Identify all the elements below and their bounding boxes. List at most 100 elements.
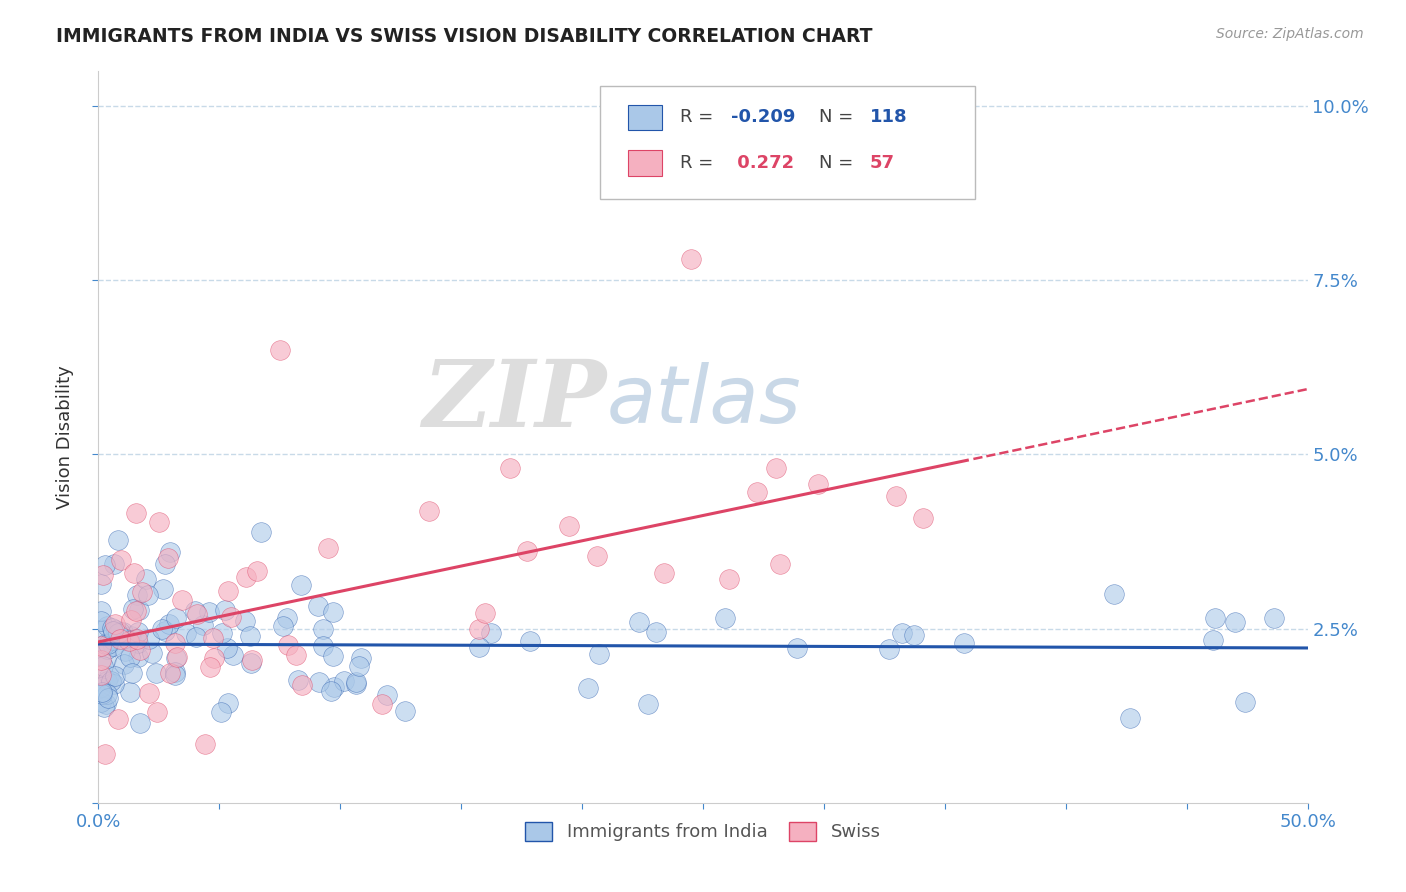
Text: R =: R = [681, 153, 718, 172]
Point [371, 698, 394, 712]
Point [110, 553, 132, 567]
Point [479, 626, 502, 640]
Point [322, 605, 344, 619]
Point [186, 607, 208, 621]
Point [118, 685, 141, 699]
Point [165, 636, 187, 650]
Point [291, 678, 314, 692]
Point [222, 648, 245, 662]
Point [276, 611, 298, 625]
Point [209, 705, 232, 719]
Point [233, 614, 256, 628]
Point [103, 677, 125, 691]
Point [246, 565, 269, 579]
Point [157, 617, 180, 632]
Text: Source: ZipAtlas.com: Source: ZipAtlas.com [1216, 27, 1364, 41]
Point [94, 652, 117, 666]
Text: -0.209: -0.209 [731, 109, 796, 127]
Point [108, 632, 131, 646]
Point [159, 665, 181, 680]
Point [214, 603, 236, 617]
Point [138, 686, 160, 700]
Point [157, 550, 180, 565]
Point [316, 541, 339, 556]
Point [90, 604, 112, 618]
Point [131, 585, 153, 599]
Point [745, 485, 768, 500]
Point [714, 610, 737, 624]
Point [128, 603, 150, 617]
Point [890, 626, 912, 640]
Point [125, 506, 148, 520]
Point [125, 604, 148, 618]
Point [127, 636, 149, 650]
Point [1204, 611, 1226, 625]
Point [375, 689, 398, 703]
Point [1263, 610, 1285, 624]
Point [322, 681, 344, 695]
Point [1201, 633, 1223, 648]
Point [1234, 695, 1257, 709]
Point [319, 684, 342, 698]
Point [165, 665, 187, 680]
Point [90, 680, 112, 694]
Point [127, 589, 149, 603]
Point [308, 675, 330, 690]
Point [107, 712, 129, 726]
Point [108, 625, 131, 640]
Point [467, 640, 489, 654]
Point [163, 668, 186, 682]
Point [103, 557, 125, 571]
Point [127, 650, 149, 665]
Point [886, 489, 908, 503]
Point [96, 619, 118, 633]
Point [953, 635, 976, 649]
Point [94, 697, 117, 711]
Point [350, 651, 373, 665]
Bar [628, 150, 662, 176]
Point [101, 621, 124, 635]
Point [91, 687, 114, 701]
Point [468, 622, 491, 636]
Point [637, 697, 659, 711]
Point [769, 558, 792, 572]
Point [90, 624, 112, 638]
Point [1102, 587, 1125, 601]
Point [498, 461, 520, 475]
Point [1119, 711, 1142, 725]
Point [215, 640, 238, 655]
Y-axis label: Vision Disability: Vision Disability [56, 365, 75, 509]
Text: IMMIGRANTS FROM INDIA VS SWISS VISION DISABILITY CORRELATION CHART: IMMIGRANTS FROM INDIA VS SWISS VISION DI… [56, 27, 873, 45]
Point [107, 626, 129, 640]
Point [127, 625, 149, 640]
Point [198, 605, 221, 619]
Point [239, 656, 262, 670]
Point [344, 675, 367, 690]
Point [117, 633, 139, 648]
Point [146, 706, 169, 720]
Point [103, 639, 125, 653]
Text: N =: N = [820, 109, 859, 127]
Point [97, 637, 120, 651]
Point [877, 642, 900, 657]
Point [198, 659, 221, 673]
Point [138, 632, 160, 647]
FancyBboxPatch shape [600, 86, 976, 200]
Point [474, 606, 496, 620]
Point [101, 624, 124, 638]
Point [519, 634, 541, 648]
Point [911, 511, 934, 525]
Point [718, 572, 741, 586]
Point [165, 611, 187, 625]
Point [94, 637, 117, 651]
Point [652, 566, 675, 581]
Point [103, 633, 125, 648]
Point [129, 643, 152, 657]
Point [645, 625, 668, 640]
Point [155, 624, 177, 639]
Point [166, 649, 188, 664]
Point [627, 615, 650, 629]
Point [153, 558, 176, 572]
Point [112, 625, 135, 640]
Point [90, 653, 112, 667]
